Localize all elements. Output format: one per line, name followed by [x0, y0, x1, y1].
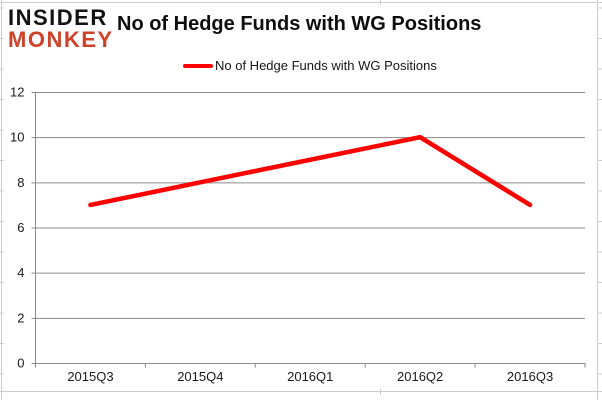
legend-series-label: No of Hedge Funds with WG Positions — [215, 58, 437, 73]
insider-monkey-logo: INSIDER MONKEY — [8, 7, 114, 50]
logo-word-monkey: MONKEY — [8, 26, 114, 52]
y-axis-tick-label: 8 — [17, 175, 24, 190]
legend: No of Hedge Funds with WG Positions — [183, 58, 437, 73]
series-line — [88, 134, 533, 208]
x-axis-tick-label: 2016Q3 — [507, 369, 553, 384]
y-axis-tick-label: 4 — [17, 265, 24, 280]
y-axis-tick-label: 0 — [17, 356, 24, 371]
logo-word-insider: INSIDER — [8, 5, 108, 30]
x-axis-tick-label: 2016Q1 — [287, 369, 333, 384]
chart-title: No of Hedge Funds with WG Positions — [117, 13, 482, 35]
x-axis-tick-label: 2015Q3 — [67, 369, 113, 384]
y-axis-tick-label: 6 — [17, 220, 24, 235]
y-axis-tick-label: 12 — [10, 85, 24, 100]
x-axis-tick-label: 2015Q4 — [177, 369, 223, 384]
legend-line-swatch — [183, 63, 213, 68]
x-axis-tick-label: 2016Q2 — [397, 369, 443, 384]
y-axis-tick-label: 10 — [10, 130, 24, 145]
y-axis-tick-label: 2 — [17, 310, 24, 325]
